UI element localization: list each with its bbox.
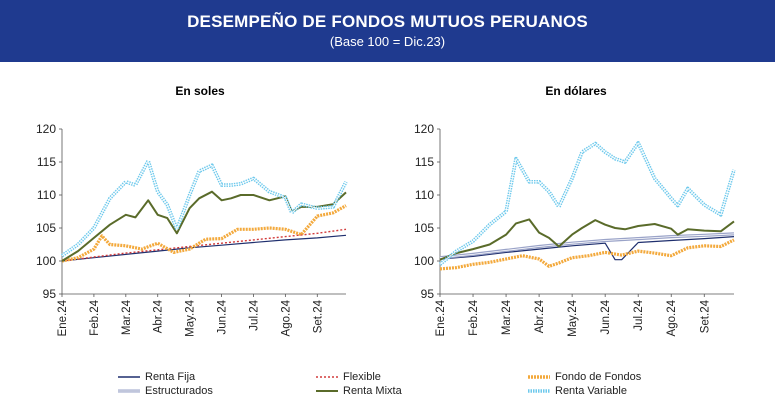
x-tick-label-dolares-3: Abr.24: [534, 299, 546, 333]
legend-label-renta-fija: Renta Fija: [145, 371, 196, 383]
y-tick-label-dolares-105: 105: [414, 221, 434, 235]
y-tick-label-dolares-115: 115: [415, 155, 434, 169]
y-tick-label-dolares-110: 110: [415, 188, 434, 202]
x-tick-label-soles-5: Jun.24: [217, 299, 229, 334]
x-tick-label-dolares-2: Mar.24: [501, 299, 513, 335]
legend-swatch-estructurados: [118, 389, 140, 393]
legend-swatch-renta-mixta: [316, 390, 338, 392]
legend-label-estructurados: Estructurados: [145, 385, 213, 397]
series-line-dolares-renta-fija: [439, 236, 735, 261]
panel-title-dolares: En dólares: [545, 84, 607, 98]
chart-subtitle: (Base 100 = Dic.23): [329, 34, 446, 49]
series-line-soles-fondo-de-fondos: [61, 204, 347, 263]
legend-swatch-renta-fija: [118, 376, 140, 378]
legend-label-renta-variable: Renta Variable: [555, 385, 627, 397]
legend-swatch-flexible: [316, 376, 338, 378]
legend-item-renta-mixta: Renta Mixta: [316, 384, 402, 398]
legend-item-estructurados: Estructurados: [118, 384, 213, 398]
panel-title-soles: En soles: [175, 84, 225, 98]
series-line-soles-flexible: [61, 228, 347, 262]
legend-swatch-renta-variable: [528, 389, 550, 393]
x-tick-label-dolares-0: Ene.24: [435, 299, 447, 336]
chart-legend: Renta Fija Flexible Fondo de Fondos Estr…: [0, 362, 775, 408]
x-tick-label-soles-0: Ene.24: [57, 299, 69, 336]
series-line-inner-dolares-renta-variable: [439, 142, 735, 265]
series-line-soles-renta-mixta: [61, 190, 347, 262]
x-tick-label-soles-1: Feb.24: [89, 299, 101, 335]
legend-label-fondo-de-fondos: Fondo de Fondos: [555, 371, 642, 383]
legend-swatch-fondo-de-fondos: [528, 375, 550, 379]
y-tick-label-soles-105: 105: [36, 221, 56, 235]
legend-item-renta-variable: Renta Variable: [528, 384, 627, 398]
report-header: DESEMPEÑO DE FONDOS MUTUOS PERUANOS (Bas…: [0, 0, 775, 62]
x-tick-label-soles-3: Abr.24: [153, 299, 165, 333]
series-line-dolares-fondo-de-fondos: [439, 238, 735, 271]
series-line-inner-dolares-estructurados: [439, 233, 735, 259]
x-tick-label-dolares-1: Feb.24: [468, 299, 480, 335]
x-tick-label-soles-2: Mar.24: [121, 299, 133, 335]
legend-label-renta-mixta: Renta Mixta: [343, 385, 402, 397]
x-tick-label-soles-7: Ago.24: [280, 299, 292, 336]
y-tick-label-dolares-95: 95: [421, 287, 435, 301]
x-tick-label-dolares-8: Set.24: [699, 299, 711, 333]
y-tick-label-soles-95: 95: [43, 287, 57, 301]
chart-main-title: DESEMPEÑO DE FONDOS MUTUOS PERUANOS: [187, 12, 588, 31]
x-tick-label-dolares-6: Jul.24: [633, 299, 645, 330]
charts-canvas: 95 100 105 110 115 120 Ene.24 Feb.24 Mar.24 Abr.2…: [36, 122, 736, 337]
series-line-soles-renta-fija: [61, 234, 347, 262]
y-tick-label-dolares-120: 120: [414, 122, 434, 136]
legend-item-renta-fija: Renta Fija: [118, 370, 195, 384]
y-tick-label-soles-110: 110: [37, 188, 56, 202]
y-tick-label-soles-100: 100: [36, 254, 56, 268]
series-line-inner-soles-renta-variable: [61, 160, 347, 257]
y-tick-label-dolares-100: 100: [414, 254, 434, 268]
series-line-dolares-renta-mixta: [439, 218, 735, 261]
y-tick-label-soles-115: 115: [37, 155, 56, 169]
y-tick-label-soles-120: 120: [36, 122, 56, 136]
legend-label-flexible: Flexible: [343, 371, 381, 383]
x-tick-label-dolares-7: Ago.24: [666, 299, 678, 336]
x-tick-label-dolares-4: May.24: [567, 299, 579, 336]
x-tick-label-soles-4: May.24: [185, 299, 197, 336]
legend-item-fondo-de-fondos: Fondo de Fondos: [528, 370, 641, 384]
legend-item-flexible: Flexible: [316, 370, 381, 384]
x-tick-label-soles-6: Jul.24: [248, 299, 260, 330]
x-tick-label-dolares-5: Jun.24: [600, 299, 612, 334]
x-tick-label-soles-8: Set.24: [312, 299, 324, 333]
